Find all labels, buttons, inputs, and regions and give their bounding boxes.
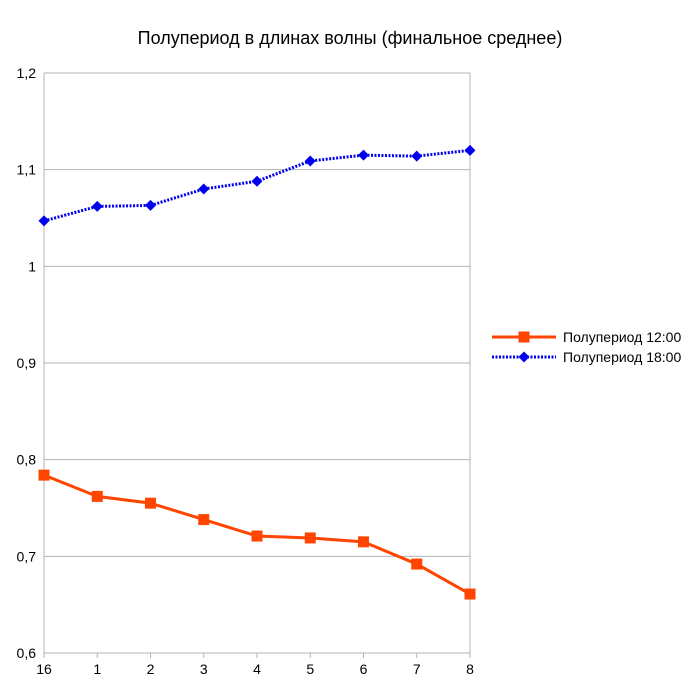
legend-entry-1: Полупериод 12:00 xyxy=(492,329,681,345)
data-point-marker xyxy=(464,144,476,156)
legend-marker xyxy=(518,331,530,343)
data-point-marker xyxy=(304,155,316,167)
data-point-marker xyxy=(145,497,156,509)
axes: 0,6 0,7 0,8 0,9 1 1,1 1,2 16 1 2 3 4 5 6 7 8 xyxy=(17,65,475,677)
series-layer xyxy=(38,144,476,600)
y-tick-label: 1,1 xyxy=(17,162,37,178)
x-tick-label: 8 xyxy=(466,661,474,677)
data-point-marker xyxy=(145,199,156,211)
x-tick-label: 1 xyxy=(93,661,101,677)
x-tick-label: 4 xyxy=(253,661,261,677)
data-point-marker xyxy=(198,183,210,195)
y-tick-label: 0,9 xyxy=(17,355,37,371)
data-point-marker xyxy=(38,469,50,481)
legend-label: Полупериод 18:00 xyxy=(563,349,681,365)
x-tick-label: 5 xyxy=(306,661,314,677)
y-tick-label: 0,7 xyxy=(17,548,37,564)
x-tick-label: 6 xyxy=(360,661,368,677)
data-point-marker xyxy=(464,588,476,600)
legend-marker xyxy=(518,351,530,363)
series-2 xyxy=(38,144,476,227)
grid-lines xyxy=(44,72,470,654)
data-point-marker xyxy=(358,536,369,548)
legend-label: Полупериод 12:00 xyxy=(563,329,681,345)
data-point-marker xyxy=(251,175,263,187)
data-point-marker xyxy=(251,530,263,542)
data-point-marker xyxy=(411,558,423,570)
data-point-marker xyxy=(411,150,423,162)
y-tick-label: 0,6 xyxy=(17,645,37,661)
data-point-marker xyxy=(198,514,210,526)
legend-entry-2: Полупериод 18:00 xyxy=(492,349,681,365)
data-point-marker xyxy=(91,490,103,502)
x-tick-label: 2 xyxy=(147,661,155,677)
y-tick-label: 1,2 xyxy=(17,65,37,81)
legend: Полупериод 12:00 Полупериод 18:00 xyxy=(492,329,681,365)
data-point-marker xyxy=(358,149,369,161)
data-point-marker xyxy=(91,200,103,212)
series-1 xyxy=(38,469,476,600)
data-point-marker xyxy=(38,215,50,227)
y-tick-label: 1 xyxy=(28,258,36,274)
x-tick-label: 7 xyxy=(413,661,421,677)
y-tick-label: 0,8 xyxy=(17,452,37,468)
chart-title: Полупериод в длинах волны (финальное сре… xyxy=(138,28,563,48)
x-tick-label: 16 xyxy=(36,661,52,677)
data-point-marker xyxy=(304,532,316,544)
x-tick-label: 3 xyxy=(200,661,208,677)
